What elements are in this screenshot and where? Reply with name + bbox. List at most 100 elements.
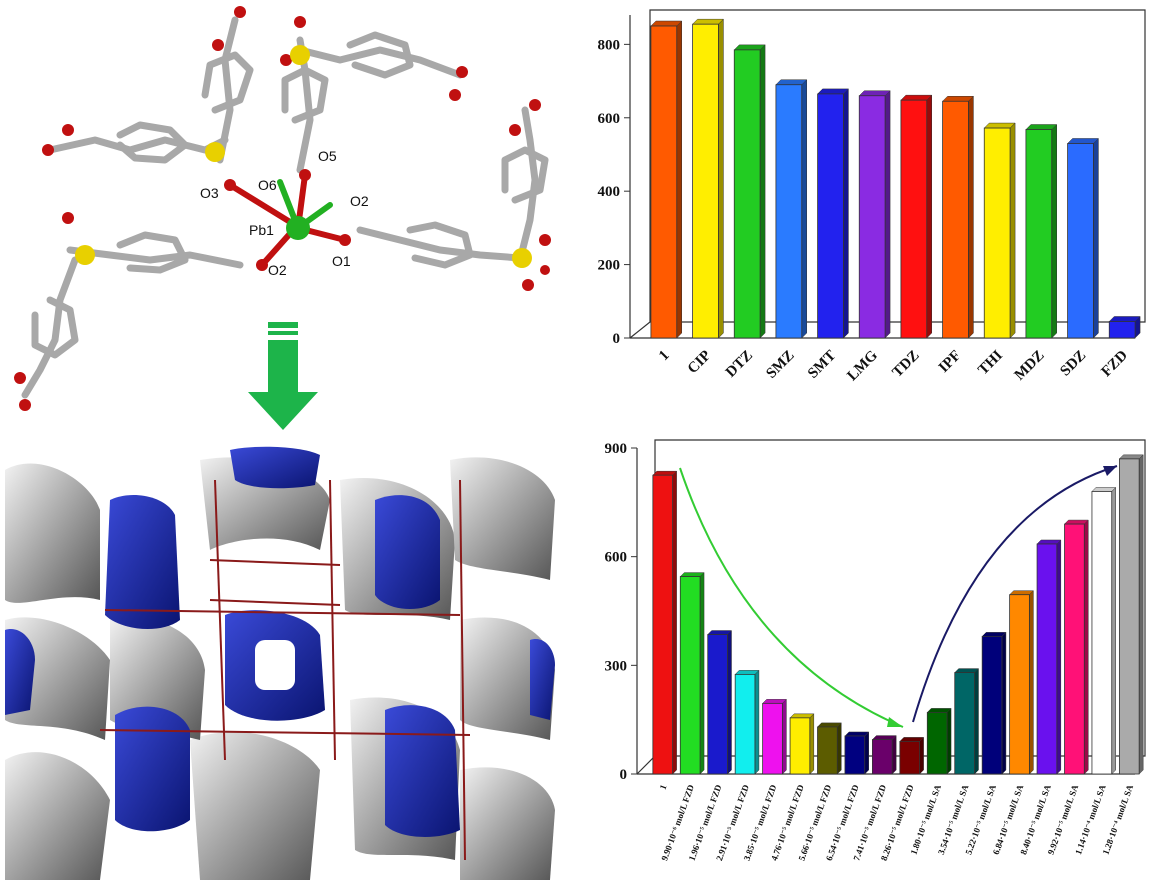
bar-side	[809, 713, 815, 775]
bar	[900, 99, 928, 339]
bar-top	[899, 737, 925, 742]
bar-top	[954, 668, 980, 673]
coordination-structure-drawing: O5 O6 O3 O2 Pb1 O2 O1	[14, 6, 551, 430]
bar-top	[691, 18, 725, 25]
bar	[844, 735, 866, 775]
bar-top	[1091, 487, 1117, 492]
down-arrow-icon	[248, 322, 318, 430]
bar-top	[734, 670, 760, 675]
bar	[926, 712, 948, 775]
bar-top	[1066, 138, 1100, 144]
y-tick-label: 300	[605, 658, 628, 674]
bar-top	[652, 470, 678, 476]
category-label: SMZ	[763, 348, 797, 382]
bar-top	[1036, 539, 1062, 545]
coordination-structure-panel: O5 O6 O3 O2 Pb1 O2 O1	[0, 0, 580, 430]
bar-top	[858, 90, 891, 96]
bar-top	[1118, 454, 1144, 460]
increase-trend-arrowhead-icon	[1103, 466, 1117, 476]
bar-side	[1111, 486, 1116, 775]
bar-top	[707, 630, 733, 635]
category-label: 1.28·10⁻⁴ mol/L SA	[1101, 783, 1136, 856]
category-label: DTZ	[723, 348, 756, 381]
bar-top	[775, 79, 808, 85]
bar-side	[1009, 122, 1016, 339]
bar-side	[782, 698, 787, 775]
bar	[983, 127, 1011, 339]
decrease-trend-arrowhead-icon	[887, 717, 903, 727]
atom-label-o6: O6	[258, 177, 277, 193]
bar-side	[891, 734, 897, 775]
bar-side	[727, 629, 732, 775]
bar-top	[981, 632, 1007, 637]
bar	[1036, 543, 1058, 775]
bar-top	[762, 699, 787, 704]
bar	[775, 84, 803, 339]
bar-top	[1025, 124, 1058, 130]
bar	[817, 726, 838, 775]
bar	[1108, 321, 1136, 339]
bar	[1009, 594, 1030, 775]
bar-top	[1009, 590, 1034, 595]
bar	[858, 95, 886, 339]
y-tick-label: 400	[598, 184, 621, 200]
y-tick-label: 600	[605, 550, 628, 566]
bar-top	[650, 20, 683, 27]
bar	[899, 740, 921, 775]
bar	[652, 474, 674, 775]
bar-side	[759, 44, 766, 339]
bar-side	[968, 95, 974, 339]
atom-label-o5: O5	[318, 148, 337, 164]
void-surface-panel	[0, 440, 560, 886]
void-surface-drawing	[5, 446, 555, 880]
category-label: 1	[656, 348, 673, 365]
bar-side	[1056, 539, 1062, 775]
atom-labels: O5 O6 O3 O2 Pb1 O2 O1	[200, 148, 369, 278]
atom-label-o2-lower: O2	[268, 262, 287, 278]
bar	[733, 49, 761, 339]
y-tick-label: 800	[598, 37, 621, 53]
bar-top	[1108, 316, 1141, 322]
bar-side	[837, 722, 842, 775]
category-label: IPF	[936, 348, 964, 376]
chart-1-bar-chart: 0 200 400 600 800 1 CIP DTZ SMZ SMT LMG TDZ IPF THI M…	[598, 9, 1146, 384]
bar-side	[1029, 590, 1034, 775]
bar-side	[1138, 454, 1144, 775]
coordination-bonds	[227, 172, 348, 268]
y-tick-label: 900	[605, 441, 628, 457]
bar-side	[884, 90, 891, 339]
bar	[981, 635, 1003, 775]
atom-label-o2-upper: O2	[350, 193, 369, 209]
y-tick-label: 0	[613, 331, 621, 347]
bar-side	[919, 736, 924, 775]
bar-side	[946, 707, 952, 775]
lead-atom	[286, 216, 310, 240]
bar	[1091, 491, 1113, 775]
category-label: SDZ	[1057, 348, 1089, 380]
bar	[679, 576, 701, 775]
bar	[734, 673, 756, 775]
bar	[1067, 143, 1094, 339]
bar-side	[672, 470, 677, 775]
bar-side	[864, 731, 869, 775]
bar-side	[1051, 123, 1057, 339]
bar-top	[983, 122, 1016, 129]
y-tick-label: 200	[598, 258, 621, 274]
atom-label-pb1: Pb1	[249, 222, 274, 238]
bar-top	[941, 96, 975, 102]
category-label: SMT	[805, 348, 839, 382]
bar-top	[816, 722, 842, 728]
bar	[871, 739, 893, 775]
chart-2-panel: 0 300 600 900 1 9.90·10⁻⁶ mol/L FZD 1.96·10⁻⁵…	[575, 430, 1153, 886]
bar	[707, 634, 728, 775]
category-label: LMG	[844, 347, 881, 384]
bar	[692, 23, 719, 339]
channel-opening	[255, 640, 295, 690]
increase-trend-arrow	[912, 465, 1118, 723]
bar-side	[974, 667, 979, 775]
bar-side	[801, 79, 807, 339]
bar	[1025, 129, 1053, 339]
bar-top	[900, 94, 933, 101]
bar-side	[1093, 137, 1099, 339]
